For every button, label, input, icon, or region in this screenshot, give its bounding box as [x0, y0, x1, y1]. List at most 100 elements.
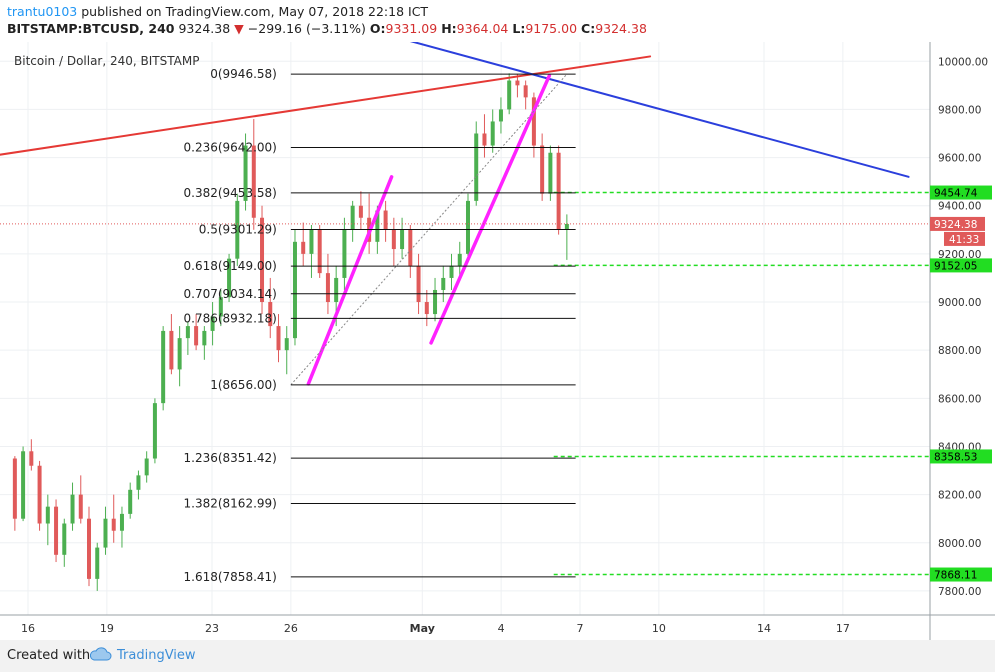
candle-body: [87, 518, 92, 579]
candle-body: [498, 109, 503, 122]
price-chart[interactable]: 0(9946.58) 0.236(9642.00) 0.382(9453.58) 0.…: [0, 42, 995, 640]
candle-body: [210, 316, 215, 331]
candle-body: [358, 205, 363, 218]
candle-body: [185, 326, 190, 339]
x-tick-label: May: [410, 622, 435, 635]
fib-level-label: 0.236(9642.00): [184, 140, 277, 154]
candle-body: [202, 330, 207, 346]
candle-body: [152, 403, 157, 459]
y-tick-label: 10000.00: [938, 56, 988, 68]
candle-body: [260, 217, 265, 303]
candle-body: [350, 205, 355, 230]
open-value: 9331.09: [385, 21, 438, 36]
author-link[interactable]: trantu0103: [7, 4, 78, 19]
candle-body: [515, 80, 520, 86]
candle-body: [334, 277, 339, 303]
x-tick-label: 19: [100, 622, 114, 635]
high-label: H:: [441, 21, 457, 36]
candle-body: [309, 229, 314, 254]
candle-body: [523, 85, 528, 98]
candle-body: [29, 451, 34, 466]
candle-body: [45, 506, 50, 524]
candle-body: [128, 489, 133, 514]
fib-level-label: 1.382(8162.99): [184, 497, 277, 511]
last-price-bg: [930, 216, 985, 231]
last-price-text: 9324.38: [934, 219, 977, 231]
fib-level-label: 1(8656.00): [210, 378, 277, 392]
candle-body: [111, 518, 116, 531]
y-tick-label: 9000.00: [938, 297, 981, 309]
candle-body: [268, 302, 273, 327]
candle-body: [37, 465, 42, 524]
countdown-bg: [944, 231, 985, 246]
candle-body: [218, 297, 223, 317]
candle-body: [556, 152, 561, 230]
close-label: C:: [581, 21, 596, 36]
candle-body: [12, 458, 17, 519]
candle-body: [292, 241, 297, 339]
candles-layer: [12, 73, 569, 591]
candle-body: [251, 145, 256, 218]
publish-info: published on TradingView.com, May 07, 20…: [81, 4, 429, 19]
price-label-text: 9152.05: [934, 260, 977, 272]
low-value: 9175.00: [525, 21, 578, 36]
tradingview-link[interactable]: TradingView: [117, 648, 196, 663]
x-tick-label: 17: [836, 622, 850, 635]
candle-body: [424, 302, 429, 315]
candle-body: [342, 229, 347, 278]
footer-bar: Created with TradingView: [0, 640, 995, 672]
x-tick-label: 23: [205, 622, 219, 635]
created-with-label: Created with: [7, 648, 91, 663]
candle-body: [54, 506, 59, 555]
fib-trend-line: [290, 73, 568, 386]
candle-body: [457, 253, 462, 266]
candle-body: [375, 210, 380, 242]
price-label-bg: [930, 258, 992, 273]
price-label-bg: [930, 449, 992, 464]
fib-level-label: 0.618(9149.00): [184, 259, 277, 273]
candle-body: [62, 523, 67, 555]
candle-body: [161, 330, 166, 404]
price-label-text: 9454.74: [934, 188, 978, 200]
chart-title: Bitcoin / Dollar, 240, BITSTAMP: [14, 54, 199, 68]
fib-level-label: 0.786(8932.18): [184, 311, 277, 325]
price-label-bg: [930, 185, 992, 200]
candle-body: [243, 145, 248, 201]
candle-body: [400, 229, 405, 250]
axes-layer: 10000.00 9800.00 9600.00 9400.00 9200.00 9000…: [0, 42, 995, 640]
fib-level-label: 0(9946.58): [210, 67, 277, 81]
ohlc-line: BITSTAMP:BTCUSD, 240 9324.38 ▼ −299.16 (…: [7, 20, 647, 37]
y-tick-label: 7800.00: [938, 586, 981, 598]
blue-trendline: [409, 42, 910, 178]
price-label-text: 7868.11: [934, 570, 977, 582]
candle-body: [490, 121, 495, 146]
chart-grid: [0, 42, 930, 615]
y-tick-label: 8000.00: [938, 538, 981, 550]
price-label-bg: [930, 567, 992, 582]
candle-body: [70, 494, 75, 524]
x-tick-label: 10: [652, 622, 666, 635]
candle-body: [317, 229, 322, 274]
candle-body: [136, 475, 141, 490]
candle-body: [548, 152, 553, 194]
fib-level-label: 1.618(7858.41): [184, 570, 277, 584]
y-tick-label: 8800.00: [938, 345, 981, 357]
magenta-leg-1: [306, 175, 394, 386]
y-tick-label: 9200.00: [938, 249, 981, 261]
candle-body: [194, 326, 199, 346]
candle-body: [21, 451, 26, 519]
fib-level-label: 1.236(8351.42): [184, 451, 277, 465]
candle-body: [433, 289, 438, 315]
candle-body: [507, 80, 512, 110]
candle-body: [95, 547, 100, 579]
close-value: 9324.38: [595, 21, 647, 36]
x-tick-label: 14: [757, 622, 771, 635]
magenta-leg-2: [429, 73, 552, 345]
y-tick-label: 9800.00: [938, 104, 981, 116]
down-arrow-icon: ▼: [234, 21, 244, 36]
y-tick-label: 9400.00: [938, 201, 981, 213]
candle-body: [408, 229, 413, 266]
fibonacci-layer: 0(9946.58) 0.236(9642.00) 0.382(9453.58) 0.…: [184, 67, 576, 584]
x-tick-label: 4: [498, 622, 505, 635]
candle-body: [169, 330, 174, 370]
